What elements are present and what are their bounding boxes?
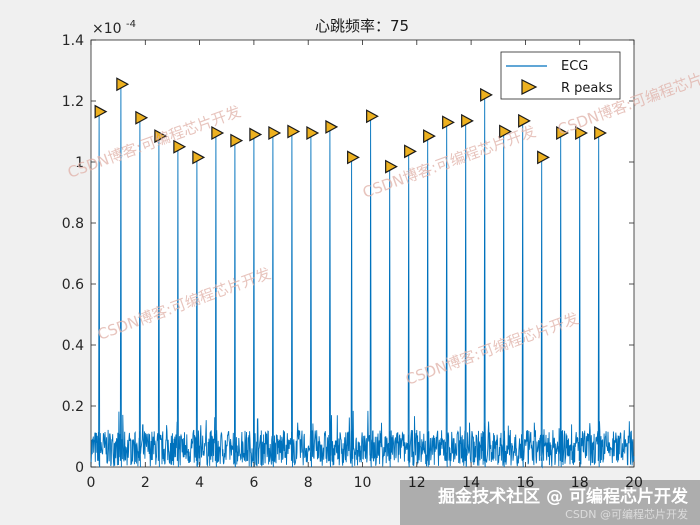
- r-peak-marker: [556, 126, 569, 141]
- legend-peaks-label: R peaks: [561, 81, 613, 96]
- y-exponent-label: ×10 -4: [92, 19, 136, 37]
- x-tick-label: 2: [141, 475, 150, 491]
- r-peak-marker: [499, 124, 512, 139]
- r-peak-marker: [404, 144, 417, 159]
- legend-ecg-label: ECG: [561, 59, 588, 74]
- r-peak-marker: [306, 126, 320, 141]
- y-exponent-base: ×10: [92, 21, 122, 37]
- r-peak-marker: [94, 104, 108, 119]
- x-tick-label: 6: [249, 475, 258, 491]
- footer-watermark: 掘金技术社区 @ 可编程芯片开发 CSDN @可编程芯片开发: [400, 480, 700, 525]
- x-tick-label: 12: [408, 475, 426, 491]
- plot-area: [90, 39, 635, 468]
- y-tick-label: 1: [75, 155, 84, 171]
- legend: ECG R peaks: [500, 51, 621, 100]
- y-tick-label: 1.2: [62, 94, 84, 110]
- r-peak-marker: [268, 126, 282, 141]
- x-tick-label: 16: [516, 475, 534, 491]
- x-tick-label: 18: [571, 475, 589, 491]
- x-tick-label: 20: [625, 475, 643, 491]
- footer-shade: [400, 480, 700, 525]
- r-peak-marker: [594, 126, 607, 141]
- y-axis: 0 0.2 0.4 0.6 0.8 1 1.2 1.4: [62, 33, 634, 476]
- x-axis: 0 2 4 6 8 10 12 14 16 18 20: [87, 40, 643, 491]
- r-peak-marker: [230, 133, 244, 148]
- r-peak-marker: [325, 119, 339, 134]
- x-tick-label: 0: [87, 475, 96, 491]
- x-tick-label: 10: [354, 475, 372, 491]
- r-peak-marker: [423, 129, 436, 144]
- x-tick-label: 8: [304, 475, 313, 491]
- r-peak-marker: [575, 126, 588, 141]
- r-peak-marker: [442, 115, 455, 130]
- footer-sub-text: CSDN @可编程芯片开发: [565, 507, 688, 521]
- ecg-line: [90, 84, 635, 469]
- footer-main-text: 掘金技术社区 @ 可编程芯片开发: [438, 486, 689, 507]
- chart-title: 心跳频率：75: [315, 17, 409, 35]
- y-tick-label: 0: [75, 460, 84, 476]
- legend-box: [500, 51, 621, 100]
- r-peak-marker: [287, 124, 301, 139]
- r-peak-marker: [518, 113, 531, 128]
- r-peak-marker: [347, 150, 360, 165]
- y-tick-label: 0.4: [62, 338, 84, 354]
- r-peak-marker: [537, 150, 550, 165]
- r-peak-marker: [461, 113, 474, 128]
- r-peak-marker: [116, 77, 130, 92]
- y-tick-label: 0.6: [62, 277, 84, 293]
- r-peaks-series: [94, 77, 607, 174]
- y-exponent-power: -4: [126, 19, 136, 30]
- x-tick-label: 4: [195, 475, 204, 491]
- ecg-series: [90, 84, 635, 469]
- r-peak-marker: [135, 110, 149, 125]
- r-peak-marker: [385, 159, 398, 174]
- y-tick-label: 1.4: [62, 33, 84, 49]
- r-peak-marker: [154, 129, 168, 144]
- r-peak-marker: [366, 109, 379, 124]
- r-peak-marker: [480, 87, 493, 102]
- r-peak-marker: [211, 126, 225, 141]
- x-tick-label: 14: [462, 475, 480, 491]
- y-tick-label: 0.8: [62, 216, 84, 232]
- y-tick-label: 0.2: [62, 399, 84, 415]
- r-peak-marker: [249, 127, 263, 142]
- r-peak-marker: [192, 150, 206, 165]
- r-peak-marker: [173, 139, 187, 154]
- legend-peaks-marker: [521, 79, 538, 95]
